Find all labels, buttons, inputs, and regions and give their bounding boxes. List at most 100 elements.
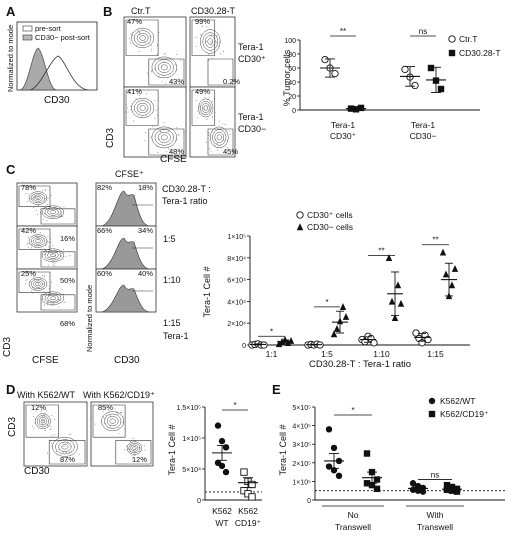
b-flow-r2c2-event-1-5 [226,147,228,149]
d-flow-wt-event-0-2 [33,427,35,429]
c-flow-r3-event-0-21 [42,283,44,285]
d-flow-wt-event-1-6 [67,461,69,463]
d-flow-cd19-event-1-2 [138,446,140,448]
d-flow-wt-event-1-17 [70,433,72,435]
b-flow-r2c2-event-0-4 [204,109,206,111]
b-flow-r2c2-event-0-7 [208,104,210,106]
c-flow-r1-event-1-10 [60,215,61,217]
b-flow-r2c2-event-0-18 [207,98,209,100]
b-flow-r2c1-event-0-21 [146,92,148,94]
pct-b-r1c2-tl: 99% [195,17,210,26]
chart-c-point-s0-c3-0 [412,329,420,337]
c-flow-r3-event-1-10 [46,304,48,306]
b-flow-r2c1-event-1-19 [153,130,155,132]
chart-d-point-s0-1 [218,437,226,445]
c-flow-r3-event-0-0 [37,282,38,284]
c-flow-r2-gate-lower [40,251,76,268]
c-flow-r3-event-1-21 [43,304,45,306]
d-flow-wt-event-1-1 [65,437,67,439]
chart-e-point-s1-c1-1 [448,483,456,491]
post-sort-peak [19,47,57,91]
panel-c-hist-ylabel: Normalized to mode [85,285,94,352]
c-flow-r3-event-1-2 [47,301,48,303]
c-flow-r2-event-0-4 [31,243,33,245]
c-flow-r1-event-1-0 [47,209,49,211]
pct-c-r3-br: 68% [60,319,75,328]
b-flow-r2c2-event-0-20 [211,116,213,118]
chart-c-legend-label-0: CD30⁺ cells [307,210,353,220]
b-flow-r2c2-event-1-15 [219,120,221,122]
b-flow-r2c1-event-1-9 [144,140,146,142]
chart-c-point-s1-c2-0 [385,254,393,261]
c-flow-r1-event-0-11 [44,200,46,202]
c-flow-r2-event-1-5 [53,263,55,265]
c-flow-r2-event-0-15 [47,235,49,237]
b-flow-r1c1-event-0-19 [151,48,152,50]
b-flow-r2c1-event-0-9 [146,109,148,111]
b-flow-r1c1-event-0-4 [132,32,134,34]
c-flow-r2-event-1-1 [44,254,46,256]
chart-e-sig-0-label: * [351,406,354,415]
b-flow-r1c1-event-1-4 [170,72,171,74]
panel-a-ylabel: Normalized to mode [6,25,15,92]
panel-a-histogram: pre-sort CD30− post-sort Normalized to m… [6,21,98,106]
b-flow-r2c1-event-1-14 [177,133,179,135]
pct-hist-r3-l: 60% [97,269,112,278]
c-flow-r1-event-0-12 [26,201,28,202]
c-flow-r1-event-0-8 [47,197,49,199]
c-flow-r3-event-0-6 [33,278,35,280]
c-flow-r3-event-1-18 [43,291,45,293]
c-flow-r3-event-1-9 [63,302,65,304]
chart-e-point-s1-c1-5 [453,488,461,495]
chart-e-point-s1-c1-0 [443,481,451,489]
d-flow-cd19-event-0-4 [120,411,122,413]
chart-c-legend-label-1: CD30− cells [307,222,353,232]
b-flow-r2c2-event-1-4 [216,149,218,151]
c-flow-r2-event-1-6 [45,249,47,251]
b-flow-r2c2-contour-1-4 [210,126,229,149]
b-flow-r2c2-event-0-14 [204,97,206,99]
d-flow-cd19-event-1-21 [132,457,134,459]
ratio-header-line1: CD30.28-T : [162,184,211,194]
c-flow-r2-event-1-13 [55,254,57,256]
chart-d-point-s0-4 [218,462,226,470]
b-flow-r1c2-event-0-5 [200,34,202,36]
col-title-cd3028t: CD30.28-T [191,6,236,16]
chart-d: 0 5×10⁴ 1×10⁵ 1.5×10⁵ Tera-1 Cell # K562 WT K56… [167,401,262,528]
d-flow-cd19-event-1-0 [132,437,134,439]
b-flow-r1c2-event-0-17 [207,54,209,56]
chart-e-point-s0-c0-0 [325,426,333,433]
chart-e-cat-1-line1: With [427,510,444,520]
c-flow-r2-event-0-10 [26,244,28,246]
b-flow-r2c1-event-0-19 [150,100,152,102]
chart-e: 0 1×10⁵ 2×10⁵ 3×10⁵ 4×10⁵ 5×10⁵ Tera-1 Cell # N… [278,396,505,532]
d-flow-cd19-event-1-16 [130,444,132,446]
panel-c-flow-xlabel: CFSE [32,355,59,366]
b-flow-r1c2-event-0-0 [208,59,210,61]
d-flow-wt-gate-lower [48,440,86,465]
b-flow-r1c1-frame [123,16,187,88]
chart-b-point-s1-c1-0 [427,64,435,72]
b-flow-r1c1-gate-upper [125,19,159,56]
d-flow-cd19-event-1-10 [133,449,135,451]
b-flow-r2c2-event-1-1 [216,143,218,144]
c-flow-r1-event-1-11 [61,215,63,217]
b-flow-r1c1-event-1-9 [150,71,152,73]
chart-b-ytick-label-0: 0 [292,108,296,115]
d-flow-cd19-frame [90,401,154,467]
c-flow-r1-event-0-3 [29,198,31,200]
c-flow-r1-contour-1-3 [44,207,62,218]
b-flow-r2c1-event-0-16 [135,98,137,100]
d-flow-wt-event-0-14 [33,422,35,424]
chart-b-ytick-label-4: 80 [288,52,296,59]
c-flow-r2-frame [16,225,78,270]
b-flow-r2c2-event-1-12 [211,130,213,132]
b-flow-r2c1-event-1-12 [168,148,170,150]
d-flow-wt-contour-1-2 [58,441,72,452]
c-flow-r2-event-0-12 [50,238,52,240]
d-flow-cd19-event-1-13 [130,440,131,442]
b-flow-r1c1-event-0-15 [137,30,139,32]
pct-c-r2-br: 50% [60,276,75,285]
b-flow-r2c2-event-1-14 [208,148,210,150]
